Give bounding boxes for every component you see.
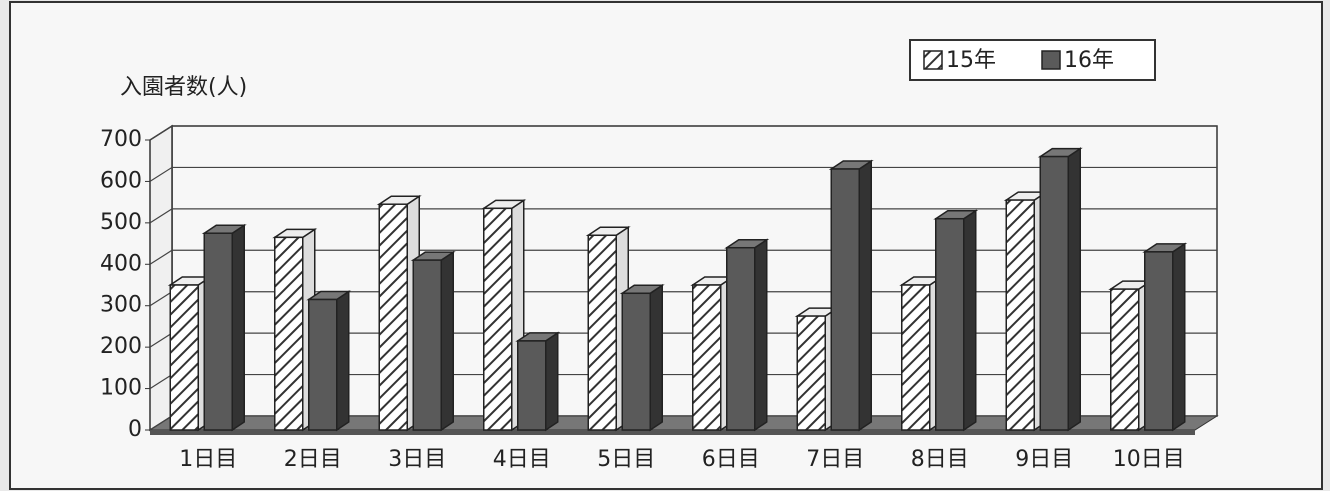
bar-side (1067, 147, 1081, 432)
x-tick-label: 1日目 (179, 447, 237, 472)
bar (901, 284, 931, 431)
bar (1144, 251, 1174, 431)
x-tick-label: 5日目 (597, 447, 655, 472)
bar (412, 259, 442, 431)
x-tick-label: 9日目 (1015, 447, 1073, 472)
bar (169, 284, 199, 431)
x-tick-label: 4日目 (493, 447, 551, 472)
bar (274, 236, 304, 431)
x-tick-label: 10日目 (1113, 447, 1185, 472)
bar (1039, 155, 1069, 431)
bar-side (336, 290, 350, 432)
y-tick-label: 500 (100, 210, 142, 235)
bar (796, 315, 826, 431)
y-tick-label: 700 (100, 127, 142, 152)
bar (692, 284, 722, 431)
legend-swatch (1041, 50, 1061, 70)
bar (483, 207, 513, 431)
y-tick-label: 200 (100, 334, 142, 359)
bar (308, 298, 338, 431)
bar-side (963, 209, 977, 432)
bar-side (545, 331, 559, 432)
legend-label: 16年 (1064, 48, 1114, 73)
bar-side (440, 250, 454, 432)
bar (726, 246, 756, 431)
y-axis-label: 入園者数(人) (120, 75, 247, 100)
y-tick-label: 100 (100, 376, 142, 401)
bar (1005, 199, 1035, 431)
bar (935, 217, 965, 431)
y-tick-label: 400 (100, 251, 142, 276)
x-tick-label: 8日目 (911, 447, 969, 472)
x-tick-label: 2日目 (284, 447, 342, 472)
bar (621, 292, 651, 431)
grid-line (149, 125, 1217, 141)
x-tick-label: 3日目 (388, 447, 446, 472)
legend-swatch (923, 50, 943, 70)
legend-box (909, 39, 1156, 81)
floor-edge (150, 430, 1195, 435)
legend-label: 15年 (946, 48, 996, 73)
side-wall (149, 124, 173, 432)
bar (830, 168, 860, 431)
y-tick-label: 300 (100, 293, 142, 318)
bar (203, 232, 233, 431)
y-tick-label: 0 (128, 417, 142, 442)
bar (1110, 288, 1140, 431)
bar-side (1172, 242, 1186, 432)
bar-side (858, 159, 872, 432)
bar-side (649, 283, 663, 432)
bar (587, 234, 617, 431)
bar-side (754, 238, 768, 432)
y-tick-label: 600 (100, 168, 142, 193)
bar (378, 203, 408, 431)
x-tick-label: 7日目 (806, 447, 864, 472)
bar (517, 340, 547, 431)
bar-side (231, 223, 245, 432)
x-tick-label: 6日目 (702, 447, 760, 472)
